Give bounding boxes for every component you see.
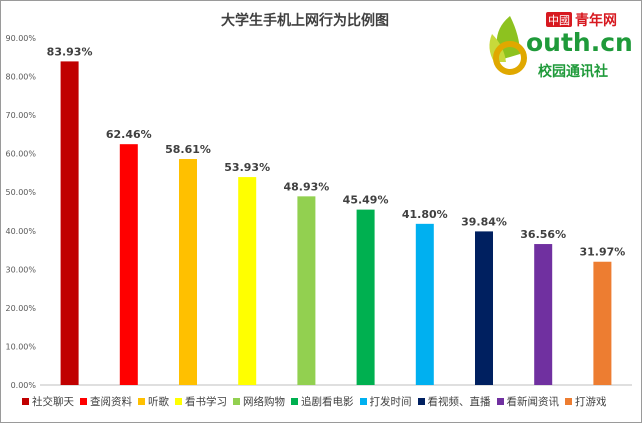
legend-item: 追剧看电影 (291, 394, 354, 409)
legend-label: 看视频、直播 (427, 396, 491, 408)
legend-item: 打发时间 (359, 394, 412, 409)
china-badge (546, 12, 572, 27)
bar (60, 61, 79, 385)
bar-value-label: 53.93% (224, 161, 270, 174)
legend-item: 看书学习 (175, 394, 227, 409)
legend-item: 看新闻资讯 (496, 394, 560, 409)
legend-swatch (22, 398, 29, 405)
bar-value-label: 31.97% (579, 246, 625, 259)
logo-brand-text: 青年网 (575, 12, 617, 29)
legend-item: 网络购物 (233, 394, 285, 409)
bar (593, 261, 612, 385)
logo-domain-text: outh.cn (526, 28, 633, 57)
legend-label: 社交聊天 (32, 396, 74, 408)
logo-tagline-text: 校园通讯社 (538, 63, 608, 80)
chart-title: 大学生手机上网行为比例图 (221, 13, 389, 29)
legend-item: 社交聊天 (22, 394, 74, 409)
y-tick-label: 80.00% (5, 73, 36, 82)
legend-label: 看新闻资讯 (506, 396, 560, 408)
y-tick-label: 50.00% (5, 188, 36, 197)
legend-item: 听歌 (138, 394, 169, 409)
bar-value-label: 48.93% (283, 180, 329, 193)
y-tick-label: 20.00% (5, 304, 36, 313)
bar-value-label: 41.80% (402, 208, 448, 221)
y-tick-label: 30.00% (5, 265, 36, 274)
bar-value-label: 83.93% (47, 45, 93, 58)
legend-label: 网络购物 (243, 396, 285, 408)
legend-label: 听歌 (148, 396, 169, 408)
y-tick-label: 40.00% (5, 227, 36, 236)
bar-value-label: 58.61% (165, 143, 211, 156)
legend-swatch (233, 398, 240, 405)
legend-label: 打发时间 (369, 396, 412, 408)
bar-value-label: 39.84% (461, 215, 507, 228)
legend-swatch (565, 398, 572, 405)
legend-label: 查阅资料 (90, 396, 132, 408)
bar-value-label: 62.46% (106, 128, 152, 141)
legend-label: 看书学习 (185, 396, 227, 408)
y-tick-label: 10.00% (5, 342, 36, 351)
logo-o-letter (493, 41, 527, 75)
bar (475, 231, 493, 385)
y-tick-label: 60.00% (5, 150, 36, 159)
bar (415, 223, 434, 385)
bar (119, 144, 138, 385)
legend-label: 打游戏 (575, 396, 607, 408)
bar (297, 196, 316, 385)
y-tick-label: 70.00% (5, 111, 36, 120)
bar (534, 244, 553, 385)
legend-item: 查阅资料 (80, 394, 132, 409)
legend-swatch (80, 398, 87, 405)
legend-item: 打游戏 (565, 394, 607, 409)
bar-value-label: 45.49% (343, 194, 389, 207)
bar (179, 159, 197, 385)
legend-swatch (291, 398, 298, 405)
bar (238, 177, 257, 385)
logo-badge-text: 中國 (548, 14, 570, 27)
legend-item: 看视频、直播 (417, 394, 491, 409)
y-tick-label: 0.00% (11, 381, 37, 390)
chart-legend: 社交聊天 查阅资料 听歌 看书学习 网络购物 追剧看电影 打发时间 看视频、直播 看新闻资讯 打游… (22, 394, 632, 409)
legend-swatch (138, 398, 145, 405)
bar (356, 209, 375, 385)
legend-swatch (496, 398, 504, 405)
bar-value-label: 36.56% (520, 228, 566, 241)
legend-label: 追剧看电影 (301, 396, 354, 408)
legend-swatch (359, 398, 367, 405)
legend-swatch (175, 398, 182, 405)
legend-swatch (417, 398, 425, 405)
y-tick-label: 90.00% (5, 34, 36, 43)
youth-cn-logo: 中國 青年网 outh.cn 校园通讯社 (489, 12, 633, 80)
